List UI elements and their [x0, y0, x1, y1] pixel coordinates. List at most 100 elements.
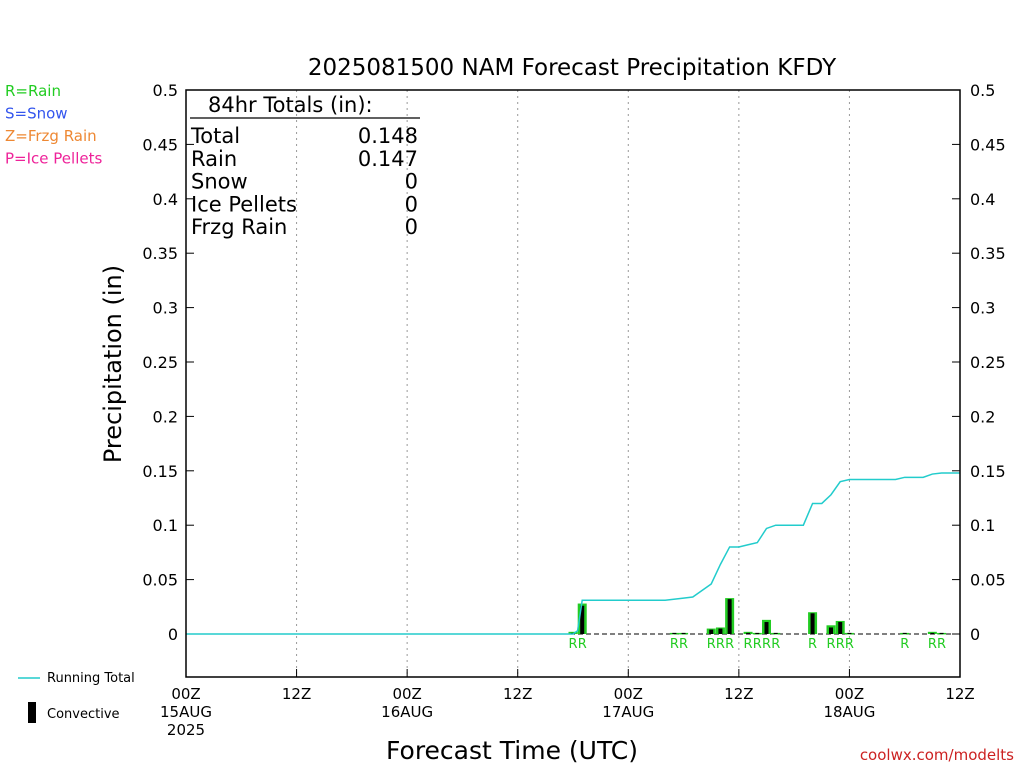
- precip-type-label: R: [670, 637, 679, 652]
- convective-bar: [930, 632, 935, 634]
- running-total-legend-label: Running Total: [47, 671, 135, 686]
- x-tick-label: 15AUG: [160, 703, 212, 721]
- totals-box: 84hr Totals (in): Total 0.148 Rain 0.147 Snow…: [190, 93, 420, 239]
- x-tick-label: 12Z: [282, 685, 311, 703]
- x-tick-label: 12Z: [503, 685, 532, 703]
- precip-type-label: R: [808, 637, 817, 652]
- vertical-gridlines: [296, 90, 850, 677]
- precip-type-label: R: [845, 637, 854, 652]
- type-legend-entry: P=Ice Pellets: [5, 150, 102, 168]
- x-tick-label: 00Z: [392, 685, 421, 703]
- x-tick-label: 12Z: [724, 685, 753, 703]
- y-tick-label: 0.2: [153, 407, 178, 426]
- convective-bar: [718, 628, 723, 634]
- y-tick-label-right: 0.5: [970, 81, 995, 100]
- chart-title: 2025081500 NAM Forecast Precipitation KF…: [308, 55, 837, 81]
- y-tick-label-right: 0.1: [970, 516, 995, 535]
- precip-type-label: R: [744, 637, 753, 652]
- y-tick-label-right: 0.35: [970, 244, 1006, 263]
- plot-frame: [185, 89, 961, 678]
- y-tick-label: 0.05: [142, 571, 178, 590]
- x-tick-label: 18AUG: [823, 703, 875, 721]
- series-legend: Running Total Convective: [18, 671, 135, 723]
- precip-bars: [568, 598, 947, 635]
- running-total-line: [186, 472, 960, 635]
- type-legend-entry: S=Snow: [5, 105, 68, 123]
- y-tick-label-right: 0.05: [970, 571, 1006, 590]
- convective-bar: [838, 622, 843, 634]
- precip-type-label: R: [707, 637, 716, 652]
- x-tick-label: 12Z: [945, 685, 974, 703]
- x-tick-label: 00Z: [614, 685, 643, 703]
- convective-bar: [810, 613, 815, 634]
- precip-type-label: R: [928, 637, 937, 652]
- credit-text: coolwx.com/modelts: [860, 746, 1014, 764]
- y-tick-label: 0.25: [142, 353, 178, 372]
- precip-type-label: R: [762, 637, 771, 652]
- y-tick-label-right: 0.25: [970, 353, 1006, 372]
- precip-type-label: R: [578, 637, 587, 652]
- totals-row-label: Frzg Rain: [191, 215, 287, 239]
- y-axis-label: Precipitation (in): [99, 265, 127, 463]
- x-tick-label: 2025: [167, 721, 205, 739]
- convective-bar: [727, 599, 732, 634]
- convective-bar: [681, 632, 686, 634]
- precip-type-label: R: [568, 637, 577, 652]
- y-tick-label-right: 0.15: [970, 462, 1006, 481]
- y-tick-label-right: 0: [970, 625, 980, 644]
- totals-row-label: Total: [190, 124, 240, 148]
- convective-bar: [847, 632, 852, 634]
- totals-row-value: 0: [405, 170, 418, 194]
- type-legend-entry: Z=Frzg Rain: [5, 127, 97, 145]
- type-legend-entry: R=Rain: [5, 82, 61, 100]
- totals-title: 84hr Totals (in):: [208, 93, 373, 117]
- precip-type-label: R: [679, 637, 688, 652]
- convective-bar: [939, 632, 944, 634]
- y-tick-label: 0.15: [142, 462, 178, 481]
- totals-row-value: 0.148: [358, 124, 418, 148]
- totals-row-label: Snow: [191, 170, 248, 194]
- convective-bar: [764, 622, 769, 634]
- convective-bar: [902, 632, 907, 634]
- convective-legend-label: Convective: [47, 707, 120, 722]
- totals-row-label: Rain: [191, 147, 237, 171]
- y-tick-label: 0: [168, 625, 178, 644]
- x-tick-label: 00Z: [171, 685, 200, 703]
- y-tick-label: 0.1: [153, 516, 178, 535]
- precip-type-label: R: [836, 637, 845, 652]
- y-tick-label: 0.35: [142, 244, 178, 263]
- convective-bar: [829, 627, 833, 634]
- precip-type-label: R: [937, 637, 946, 652]
- y-tick-label: 0.5: [153, 81, 178, 100]
- convective-bar: [580, 605, 585, 634]
- x-axis-label: Forecast Time (UTC): [386, 736, 638, 765]
- convective-bar: [755, 632, 760, 634]
- y-tick-label-right: 0.45: [970, 135, 1006, 154]
- y-tick-label-right: 0.4: [970, 190, 995, 209]
- y-tick-label-right: 0.3: [970, 299, 995, 318]
- convective-bar: [709, 629, 714, 634]
- y-tick-label: 0.4: [153, 190, 178, 209]
- x-tick-label: 17AUG: [602, 703, 654, 721]
- x-tick-label: 16AUG: [381, 703, 433, 721]
- convective-bar: [746, 632, 751, 634]
- precip-type-label: R: [900, 637, 909, 652]
- precip-type-label: R: [771, 637, 780, 652]
- totals-row-value: 0.147: [358, 147, 418, 171]
- y-tick-label: 0.3: [153, 299, 178, 318]
- x-tick-label: 00Z: [835, 685, 864, 703]
- precip-type-legend: R=Rain S=Snow Z=Frzg Rain P=Ice Pellets: [5, 82, 102, 168]
- precip-type-label: R: [725, 637, 734, 652]
- totals-row-value: 0: [405, 215, 418, 239]
- convective-bar: [672, 632, 677, 634]
- y-axis-left: 0 0.05 0.1 0.15 0.2 0.25 0.3 0.35 0.4 0.45 0.5: [142, 81, 194, 644]
- y-axis-right: 0 0.05 0.1 0.15 0.2 0.25 0.3 0.35 0.4 0.45 0.5: [952, 81, 1006, 644]
- totals-row-label: Ice Pellets: [191, 192, 297, 216]
- totals-row-value: 0: [405, 192, 418, 216]
- precip-type-label: R: [716, 637, 725, 652]
- y-tick-label-right: 0.2: [970, 407, 995, 426]
- convective-bar: [773, 632, 778, 634]
